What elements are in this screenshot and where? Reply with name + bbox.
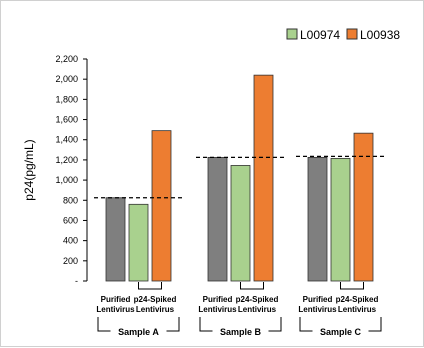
y-tick-label: 1,400 — [55, 135, 78, 145]
group-bracket-right — [268, 317, 282, 332]
y-tick-label: 1,000 — [55, 175, 78, 185]
y-tick-label: 1,200 — [55, 155, 78, 165]
bar-sample-a-3 — [151, 130, 172, 282]
y-tick-label: 1,600 — [55, 115, 78, 125]
bar-sample-b-1 — [207, 156, 228, 282]
bar-sample-c-2 — [330, 157, 351, 282]
legend-label-L00974: L00974 — [300, 28, 340, 42]
category-label: p24-Spiked Lentivirus — [336, 295, 379, 314]
legend-swatch-L00938 — [346, 28, 358, 40]
y-tick-label: 2,200 — [55, 54, 78, 64]
group-bracket-right — [368, 317, 382, 332]
category-bracket — [240, 282, 264, 290]
category-label: Purified Lentivirus — [298, 295, 337, 314]
y-tick-label: 800 — [63, 195, 78, 205]
bar-sample-b-3 — [253, 74, 274, 282]
y-tick-label: 2,000 — [55, 74, 78, 84]
group-bracket-left — [299, 317, 313, 332]
category-bracket — [138, 282, 162, 290]
group-bracket-left — [97, 317, 111, 332]
bar-sample-a-2 — [128, 203, 149, 282]
category-label: Purified Lentivirus — [198, 295, 237, 314]
group-bracket-right — [166, 317, 180, 332]
legend-label-L00938: L00938 — [360, 28, 400, 42]
group-bracket-left — [199, 317, 213, 332]
y-tick-label: 1,800 — [55, 94, 78, 104]
category-label: p24-Spiked Lentivirus — [134, 295, 177, 314]
group-label: Sample B — [220, 327, 262, 337]
category-bracket — [340, 282, 364, 290]
y-tick-label: 200 — [63, 256, 78, 266]
group-label: Sample A — [118, 327, 159, 337]
bar-sample-b-2 — [230, 165, 251, 282]
category-label: p24-Spiked Lentivirus — [236, 295, 279, 314]
legend-swatch-L00974 — [286, 28, 298, 40]
bar-sample-c-1 — [307, 156, 328, 282]
y-tick-label: 600 — [63, 215, 78, 225]
group-label: Sample C — [320, 327, 362, 337]
y-tick-label: - — [75, 276, 78, 286]
y-axis-title: p24(pg/mL) — [22, 139, 36, 200]
category-label: Purified Lentivirus — [96, 295, 135, 314]
y-tick-label: 400 — [63, 236, 78, 246]
bar-sample-c-3 — [353, 132, 374, 282]
bar-sample-a-1 — [105, 197, 126, 282]
